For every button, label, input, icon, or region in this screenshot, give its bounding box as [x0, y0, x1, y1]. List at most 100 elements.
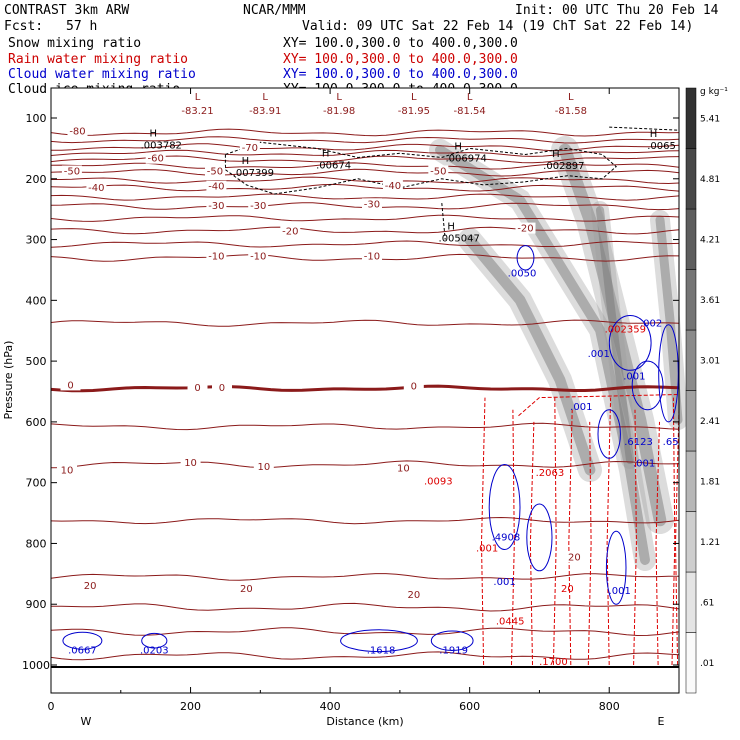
- low-marker: L: [411, 92, 417, 103]
- rain-contour-line: [529, 421, 535, 666]
- temp-contour-label: -60: [147, 154, 163, 165]
- ice-max-label: .005047: [439, 233, 480, 244]
- cloud-ice-contours: [224, 126, 680, 240]
- high-marker: H: [552, 149, 560, 160]
- ice-contour-line: [224, 141, 617, 195]
- cloud-water-max-label: .001: [633, 458, 655, 469]
- org-title: NCAR/MMM: [243, 3, 306, 18]
- temp-contour-minor: [50, 516, 680, 525]
- temp-label-bg: [428, 165, 449, 177]
- temp-label-bg: [239, 141, 260, 153]
- rain-max-label: 20: [561, 584, 574, 595]
- temp-label-bg: [393, 462, 414, 474]
- colorbar-label: 1.81: [700, 477, 720, 487]
- colorbar-label: 4.81: [700, 175, 720, 185]
- temperature-contours: [50, 128, 680, 661]
- temp-contour-line: [50, 226, 680, 235]
- temp-contour-line: [50, 384, 680, 393]
- valid-time: Valid: 09 UTC Sat 22 Feb 14 (19 ChT Sat …: [302, 19, 693, 34]
- cloud-water-max-label: .001: [609, 586, 631, 597]
- cloud-water-max-label: .0050: [508, 269, 537, 280]
- cloud-water-max-label: .001: [623, 371, 645, 382]
- colorbar-swatch: [685, 632, 697, 694]
- cloud-water-contour: [141, 632, 168, 649]
- cloud-water-contour: [631, 360, 664, 411]
- plot-area: -80 -70 -60 -50 -50 -50 -40 -40 -40 -30 -30 -30 -20 -…: [50, 87, 688, 694]
- ice-max-label: .00674: [316, 161, 351, 172]
- temp-contour-line: [50, 651, 680, 661]
- colorbar-swatch: [685, 148, 697, 210]
- temp-contour-label: -40: [208, 182, 224, 193]
- temp-contour-label: -40: [88, 183, 104, 194]
- cloud-water-max-label: .0667: [68, 646, 97, 657]
- top-min-label: -83.91: [249, 106, 281, 117]
- y-tick-label: 200: [26, 173, 47, 186]
- rain-contour-line: [633, 409, 637, 666]
- temp-contour-minor: [50, 162, 680, 170]
- temp-contour-label: -50: [64, 166, 80, 177]
- temp-label-bg: [57, 464, 77, 476]
- temp-contour-line: [50, 168, 680, 177]
- temp-contour-label: -10: [364, 252, 380, 263]
- colorbar-swatch: [685, 450, 697, 512]
- rain-max-label: .002359: [605, 325, 646, 336]
- temp-contour-label: -50: [430, 166, 446, 177]
- y-tick-label: 500: [26, 355, 47, 368]
- cloud-water-contour: [488, 464, 521, 550]
- rain-contour-line: [568, 409, 573, 666]
- cloud-water-max-label: .65: [663, 437, 679, 448]
- temp-contour-line: [50, 573, 680, 581]
- temp-contour-minor: [50, 240, 680, 248]
- y-tick-label: 900: [26, 598, 47, 611]
- temp-contour-label: -30: [250, 201, 266, 212]
- ice-max-label: .002897: [543, 161, 584, 172]
- temp-contour-label: -10: [208, 252, 224, 263]
- model-title: CONTRAST 3km ARW: [4, 3, 129, 18]
- ice-max-label: .007399: [233, 168, 274, 179]
- rain-contour-line: [606, 397, 612, 666]
- cloud-water-contour: [340, 629, 418, 653]
- snow-streak: [458, 228, 602, 482]
- cloud-water-max-label: .001: [570, 402, 592, 413]
- cloud-water-contours: [62, 245, 679, 653]
- temp-contour-label: -20: [517, 224, 533, 235]
- rain-contour-line: [480, 397, 486, 666]
- cloud-water-max-label: .002: [640, 319, 662, 330]
- x-tick-label: 600: [459, 700, 480, 713]
- high-marker: H: [650, 129, 658, 140]
- ice-max-label: .003782: [141, 140, 182, 151]
- temp-contour-minor: [50, 422, 680, 431]
- colorbar-swatch: [685, 511, 697, 573]
- rain-max-label: .0093: [424, 477, 453, 488]
- colorbar-unit: g kg⁻¹: [700, 87, 728, 97]
- cloud-water-max-label: .1618: [367, 646, 396, 657]
- rain-contour-line: [552, 397, 557, 666]
- temp-contour-label: 10: [257, 462, 270, 473]
- temp-label-bg: [86, 181, 107, 193]
- east-label: E: [658, 715, 665, 728]
- forecast-label: Fcst:: [4, 19, 43, 34]
- low-marker: L: [195, 92, 201, 103]
- cloud-water-max-label: .6123: [624, 437, 653, 448]
- temp-contour-line: [50, 460, 680, 469]
- rain-contour-line: [518, 394, 680, 417]
- temp-contour-line: [51, 602, 680, 612]
- temp-contour-label: 0: [219, 383, 225, 394]
- temp-label-bg: [205, 165, 225, 177]
- temp-contour-label: -20: [282, 227, 298, 238]
- cloud-water-contour: [516, 245, 535, 271]
- x-axis: 0 200 400 600 800: [48, 88, 620, 713]
- temp-contour-label: 0: [194, 383, 200, 394]
- temp-label-bg: [60, 379, 81, 391]
- colorbar-label: 4.21: [700, 235, 720, 245]
- temp-contour-minor: [50, 136, 680, 144]
- low-marker: L: [467, 92, 473, 103]
- temp-contour-label: -40: [385, 181, 401, 192]
- temp-contour-line: [50, 128, 680, 137]
- cloud-water-max-label: .1919: [439, 646, 468, 657]
- snow-streak: [591, 201, 639, 469]
- rain-max-label: .0445: [496, 616, 525, 627]
- temp-label-bg: [362, 250, 382, 262]
